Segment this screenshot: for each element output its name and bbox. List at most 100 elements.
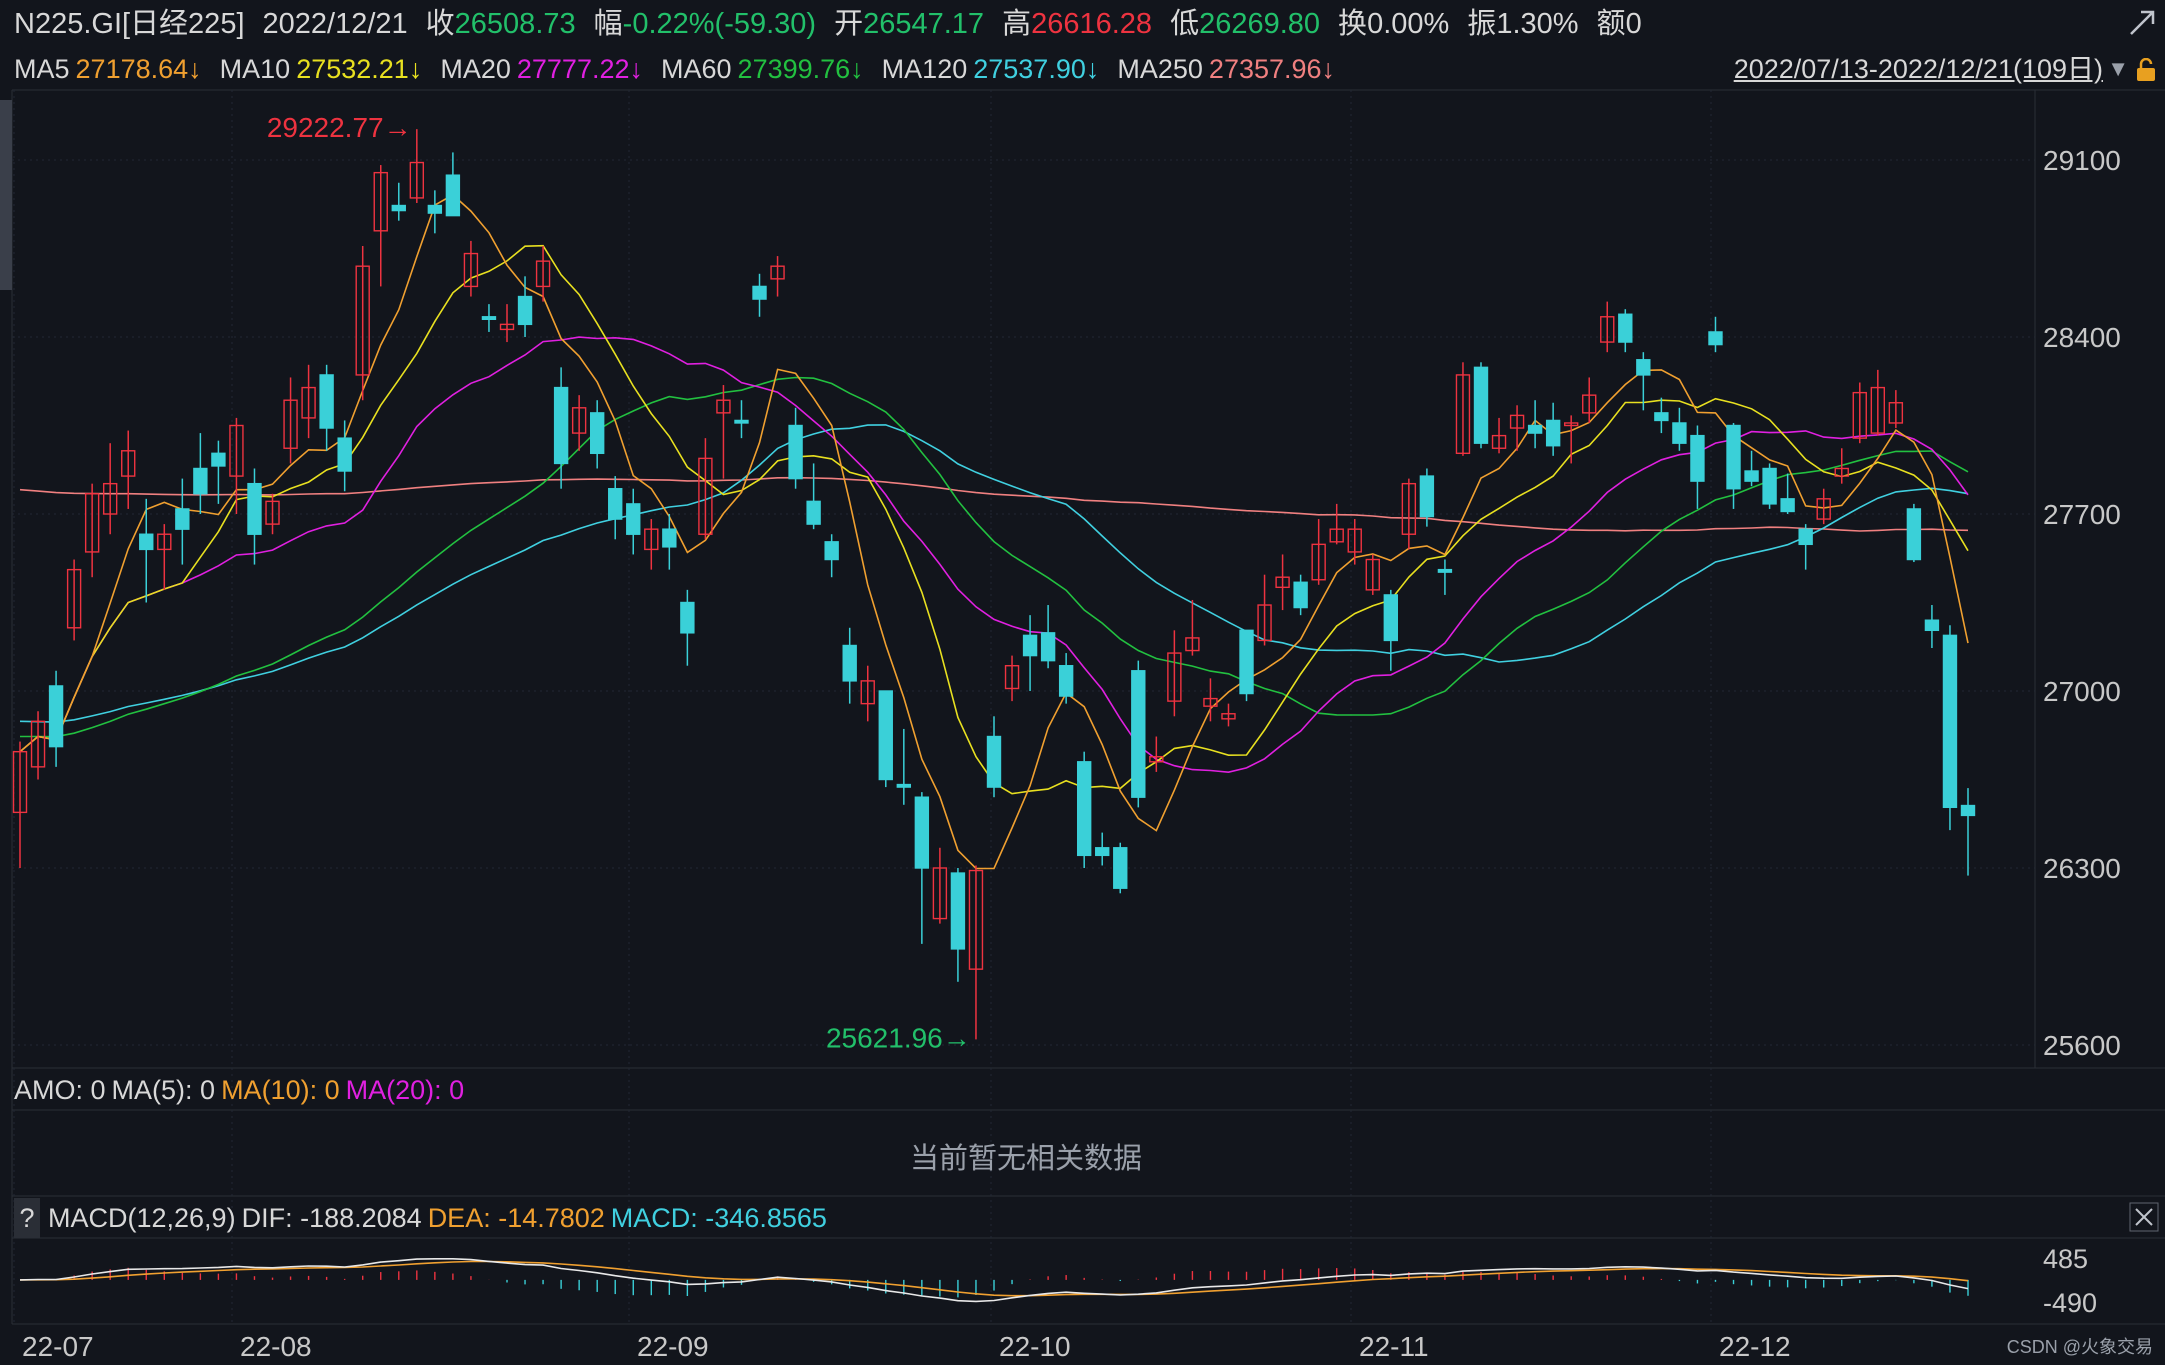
candle-down [211, 452, 226, 467]
change-value: -0.22%(-59.30) [622, 8, 817, 40]
macd-value: MACD: -346.8565 [610, 1203, 827, 1233]
candle-down [589, 412, 605, 455]
candle-up [463, 252, 479, 288]
candle-down [553, 386, 569, 465]
candle-up [1203, 697, 1218, 707]
candle-down [1618, 313, 1633, 343]
candle-up [66, 568, 82, 629]
candle-up [1401, 482, 1417, 535]
candle-down [337, 437, 352, 472]
candle-down [175, 508, 190, 530]
candle-up [1455, 374, 1471, 455]
candle-up [1563, 422, 1579, 427]
candle-up [409, 161, 425, 199]
candle-up [770, 265, 785, 280]
high-annotation: 29222.77→ [267, 112, 412, 143]
candle-down [680, 601, 695, 634]
turnover-value: 0.00% [1367, 8, 1450, 40]
axis-labels: 29100 28400 27700 27000 26300 25600 22-07 22-08… [22, 145, 2121, 1362]
candle-down [1960, 804, 1976, 817]
ma250-value: 27357.96↓ [1208, 54, 1336, 84]
ma120-line [19, 424, 1969, 723]
candle-up [301, 386, 316, 419]
candle-down [1744, 470, 1759, 482]
candle-down [662, 528, 677, 548]
amount-value: 0 [1625, 8, 1642, 40]
date-tick-label: 22-07 [22, 1331, 94, 1362]
candle-up [1888, 402, 1904, 424]
candle-up [1816, 498, 1831, 520]
amplitude-label: 振 [1467, 8, 1497, 40]
date-tick-label: 22-10 [999, 1331, 1071, 1362]
ma250-line [19, 476, 1969, 532]
candle-up [1347, 528, 1362, 553]
candle-up [1221, 713, 1236, 720]
close-value: 26508.73 [454, 8, 576, 40]
lock-icon[interactable] [2135, 58, 2157, 82]
candle-down [1239, 629, 1254, 695]
candle-up [30, 720, 46, 768]
candle-down [986, 735, 1002, 788]
candle-down [391, 204, 406, 212]
quote-header: N225.GI[日经225] 2022/12/21 收26508.73 幅-0.22%… [0, 0, 2165, 48]
candle-up [1257, 604, 1272, 642]
candle-down [1942, 634, 1958, 809]
close-icon[interactable] [2129, 1202, 2159, 1232]
macd-legend: ? MACD(12,26,9) DIF: -188.2084 DEA: -14.780… [0, 1198, 2165, 1238]
ma5-label: MA5 [14, 54, 70, 84]
candle-down [427, 204, 443, 214]
candle-up [1365, 558, 1380, 591]
ma120-value: 27537.90↓ [973, 54, 1100, 84]
candle-up [1852, 391, 1867, 439]
candle-up [1167, 652, 1182, 702]
amount-label: 额 [1596, 8, 1626, 40]
candle-up [1582, 394, 1597, 414]
candle-up [499, 323, 515, 331]
candle-down [1708, 331, 1723, 346]
macd-tick-label: -490 [2043, 1288, 2097, 1318]
candle-down [896, 783, 912, 788]
candle-down [1437, 568, 1453, 573]
date-range-selector[interactable]: 2022/07/13-2022/12/21(109日) [1733, 54, 2103, 84]
macd-panel [19, 1258, 1969, 1303]
candle-down [1095, 847, 1110, 857]
ma250-label: MA250 [1117, 54, 1203, 84]
low-value: 26269.80 [1199, 8, 1321, 40]
help-icon[interactable]: ? [14, 1198, 40, 1238]
candle-down [445, 174, 461, 217]
date-tick-label: 22-09 [637, 1331, 709, 1362]
symbol-label: N225.GI[日经225] [14, 8, 245, 40]
candle-down [1076, 761, 1092, 857]
candle-up [1275, 576, 1290, 589]
open-label: 开 [834, 8, 864, 40]
ma60-label: MA60 [661, 54, 732, 84]
left-sidebar-tab[interactable] [0, 100, 12, 290]
expand-icon[interactable] [2127, 8, 2157, 38]
candle-down [752, 285, 767, 300]
candle-down [1762, 467, 1777, 505]
dropdown-triangle-icon[interactable]: ▼ [2107, 56, 2129, 81]
ma20-line [19, 336, 1969, 774]
candle-down [734, 419, 749, 424]
candle-up [571, 407, 587, 434]
ma60-value: 27399.76↓ [737, 54, 864, 84]
candle-up [1870, 386, 1886, 434]
candle-up [102, 482, 118, 515]
candle-down [193, 467, 208, 495]
candle-down [1654, 412, 1669, 422]
candle-down [1545, 419, 1561, 447]
price-tick-label: 25600 [2043, 1030, 2121, 1061]
watermark: CSDN @火象交易 [2006, 1337, 2153, 1357]
candle-down [1527, 424, 1543, 434]
dif-line [19, 1258, 1969, 1303]
grid-layer [12, 90, 2035, 1324]
candle-up [716, 399, 731, 414]
candle-down [517, 295, 533, 326]
candle-down [1924, 619, 1940, 632]
candle-up [265, 500, 280, 525]
price-tick-label: 27700 [2043, 499, 2121, 530]
dea-value: DEA: -14.7802 [427, 1203, 605, 1233]
candle-up [283, 399, 298, 449]
high-label: 高 [1002, 8, 1032, 40]
candle-down [914, 796, 930, 869]
